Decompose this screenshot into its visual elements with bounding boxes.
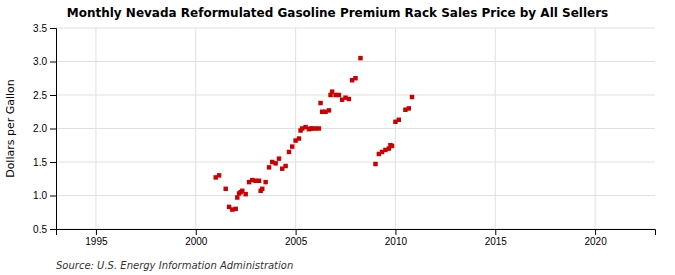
tick-mark [196,229,197,235]
tick-label: 2000 [185,236,208,247]
point [260,187,264,191]
point [373,162,377,166]
point [283,164,287,168]
grid [56,28,655,229]
tick-mark [96,229,97,235]
tick-mark [495,229,496,235]
tick-label: 2015 [485,236,508,247]
tick-mark [50,229,56,230]
points [213,56,414,212]
tick-mark [395,229,396,235]
tick: 1.0 [33,190,56,201]
tick: 0.5 [33,224,56,235]
point [410,95,414,99]
point [243,192,247,196]
plot-area: 1995 2000 2005 2010 2015 2020 0.5 1.0 1.5 2.0 2.5 3… [33,23,655,247]
tick-mark [50,95,56,96]
tick: 2.0 [33,123,56,134]
point [318,101,322,105]
tick-label: 3.5 [33,23,47,34]
tick: 2000 [185,229,208,247]
axis-line [50,29,57,230]
point [407,106,411,110]
point [390,144,394,148]
tick-label: 2020 [584,236,607,247]
point [263,180,267,184]
point [267,165,271,169]
point [217,173,221,177]
tick-label: 2.0 [33,123,47,134]
tick: 1.5 [33,157,56,168]
tick: 2005 [285,229,308,247]
point [317,126,321,130]
tick: 1995 [85,229,108,247]
point [290,144,294,148]
point [287,150,291,154]
tick-mark [50,196,56,197]
grid-line [56,95,655,96]
tick: 2015 [485,229,508,247]
tick-label: 2005 [285,236,308,247]
title: Monthly Nevada Reformulated Gasoline Pre… [67,6,609,20]
tick-label: 1.5 [33,157,47,168]
point [358,56,362,60]
point [273,161,277,165]
tick-label: 1995 [85,236,108,247]
tick-label: 2010 [385,236,408,247]
grid-line [56,61,655,62]
tick: 2010 [385,229,408,247]
grid-line [56,28,655,29]
point [277,156,281,160]
tick-mark [595,229,596,235]
tick-mark [296,229,297,235]
annotation: Source: U.S. Energy Information Administ… [56,260,293,271]
point [297,136,301,140]
grid-line [56,195,655,196]
tick-mark [50,162,56,163]
tick-label: 0.5 [33,224,47,235]
tick-label: 2.5 [33,90,47,101]
tick-label: 1.0 [33,190,47,201]
grid-line [56,128,655,129]
y-axis: 0.5 1.0 1.5 2.0 2.5 3.0 3.5 [33,23,56,235]
point [233,207,237,211]
point [223,187,227,191]
point [257,179,261,183]
tick: 2020 [584,229,607,247]
tick: 3.5 [33,23,56,34]
point [397,118,401,122]
grid-line [56,162,655,163]
tick: 3.0 [33,56,56,67]
tick: 2.5 [33,90,56,101]
point [347,97,351,101]
point [235,195,239,199]
tick-mark [50,62,56,63]
tick-mark [50,28,56,29]
x-axis: 1995 2000 2005 2010 2015 2020 [57,229,656,247]
y-axis-label: Dollars per Gallon [4,79,17,178]
axis-line [57,230,656,236]
tick-label: 3.0 [33,56,47,67]
point [337,93,341,97]
point [353,76,357,80]
chart: Monthly Nevada Reformulated Gasoline Pre… [0,0,675,275]
point [327,108,331,112]
tick-mark [50,129,56,130]
